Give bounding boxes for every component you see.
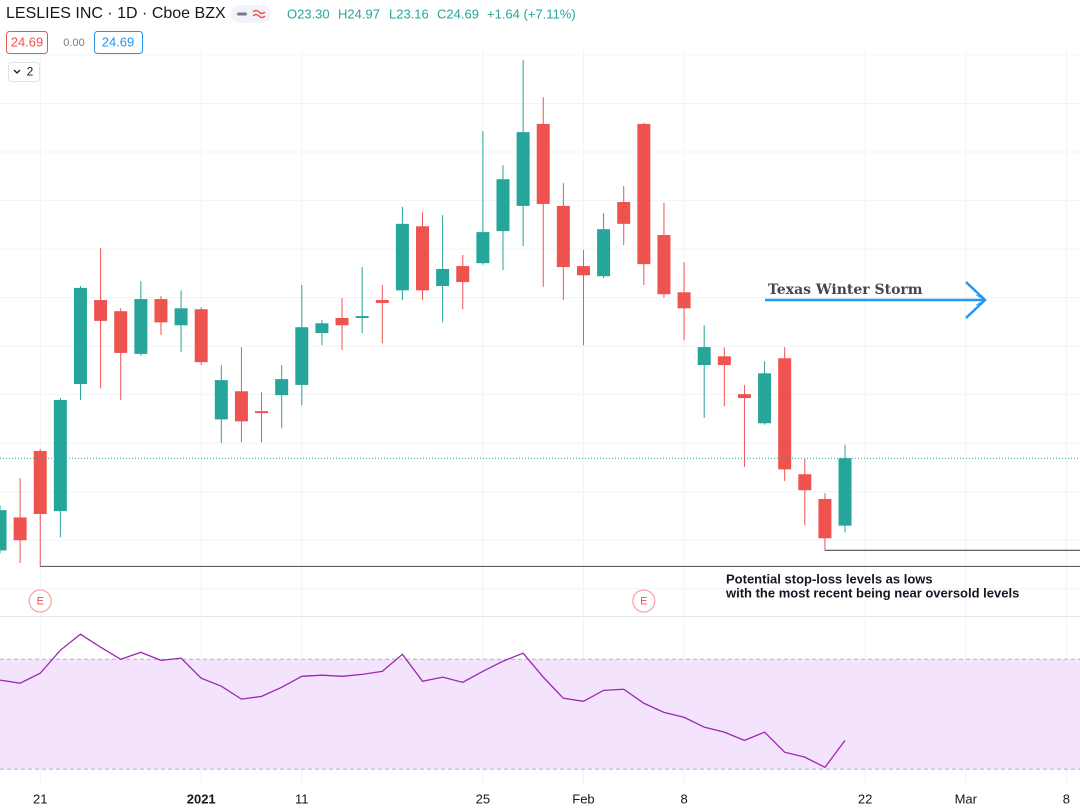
candle-body — [134, 299, 148, 354]
spread: 0.00 — [63, 37, 84, 49]
x-tick-label: 8 — [1063, 791, 1070, 806]
candle-body — [174, 308, 188, 326]
x-tick-label: 11 — [295, 791, 309, 806]
x-tick-label: 25 — [476, 791, 490, 806]
indicator-pane — [0, 633, 1080, 770]
candle-body — [375, 300, 389, 303]
candle-body — [416, 226, 430, 291]
candle-body — [456, 266, 470, 283]
x-tick-label: 2021 — [187, 791, 216, 806]
candle-body — [214, 380, 228, 420]
arrow-head — [965, 281, 987, 319]
status-pill[interactable] — [231, 5, 271, 23]
candle-body — [355, 316, 369, 318]
earnings-marker — [632, 589, 656, 613]
candle-body — [637, 123, 651, 265]
annotation: with the most recent being near oversold… — [725, 585, 1019, 600]
candle-body — [94, 300, 108, 321]
annotation: Potential stop-loss levels as lows — [726, 571, 933, 586]
candle-body — [556, 205, 570, 268]
status-icon — [237, 12, 247, 16]
candle-body — [335, 317, 349, 326]
candle-body — [73, 287, 87, 384]
ask-box[interactable] — [94, 31, 143, 54]
candle-body — [597, 229, 611, 277]
candle-body — [536, 123, 550, 204]
candle-body — [516, 132, 530, 206]
status-icon — [252, 9, 266, 19]
price-pane — [0, 59, 1080, 568]
candle-body — [496, 179, 510, 232]
indicator-count: 2 — [27, 65, 34, 79]
ohlc-close: C24.69 — [437, 6, 479, 21]
candle-body — [53, 399, 67, 512]
x-tick-label: Mar — [955, 791, 978, 806]
indicator-line — [0, 633, 846, 769]
x-tick-label: Feb — [572, 791, 594, 806]
indicator-band — [0, 659, 1080, 770]
x-tick-label: 8 — [680, 791, 687, 806]
candle-body — [395, 223, 409, 291]
candle-body — [758, 373, 772, 424]
candle-body — [778, 358, 792, 470]
earnings-label: E — [37, 595, 44, 607]
ohlc-low: L23.16 — [389, 6, 429, 21]
candle-body — [677, 292, 691, 309]
candle-body — [798, 474, 812, 491]
candle-body — [255, 411, 269, 414]
bid: 24.69 — [11, 34, 44, 49]
candle-body — [275, 379, 289, 396]
candle-body — [717, 356, 731, 366]
candle-body — [737, 394, 751, 399]
candle-body — [0, 510, 7, 551]
candle-body — [436, 268, 450, 286]
candle-body — [295, 327, 309, 385]
candle-body — [234, 391, 248, 422]
earnings-label: E — [640, 595, 647, 607]
chevron — [13, 69, 21, 74]
ohlc-open: O23.30 — [287, 6, 330, 21]
ohlc-change: +1.64 (+7.11%) — [487, 6, 576, 21]
ohlc-high: H24.97 — [338, 6, 380, 21]
candle-body — [13, 517, 27, 541]
candle-body — [114, 311, 128, 353]
candle-body — [194, 309, 208, 363]
ask: 24.69 — [102, 34, 135, 49]
x-tick-label: 21 — [33, 791, 47, 806]
candle-body — [657, 235, 671, 295]
annotation: Texas Winter Storm — [768, 282, 923, 298]
candle-body — [33, 450, 47, 515]
candle-body — [617, 202, 631, 224]
candle-body — [154, 299, 168, 323]
bid-box[interactable] — [6, 31, 48, 54]
symbol: LESLIES INC · 1D · Cboe BZX — [6, 5, 226, 22]
candle-body — [476, 232, 490, 264]
candle-body — [576, 266, 590, 276]
candle-body — [838, 458, 852, 526]
candle-body — [697, 347, 711, 366]
overlay: LESLIES INC · 1D · Cboe BZX O23.30 H24.9… — [6, 5, 1070, 806]
candle-body — [818, 498, 832, 539]
x-tick-label: 22 — [858, 791, 872, 806]
earnings-marker — [28, 589, 52, 613]
candle-body — [315, 323, 329, 334]
indicator-toggle[interactable] — [8, 62, 40, 82]
